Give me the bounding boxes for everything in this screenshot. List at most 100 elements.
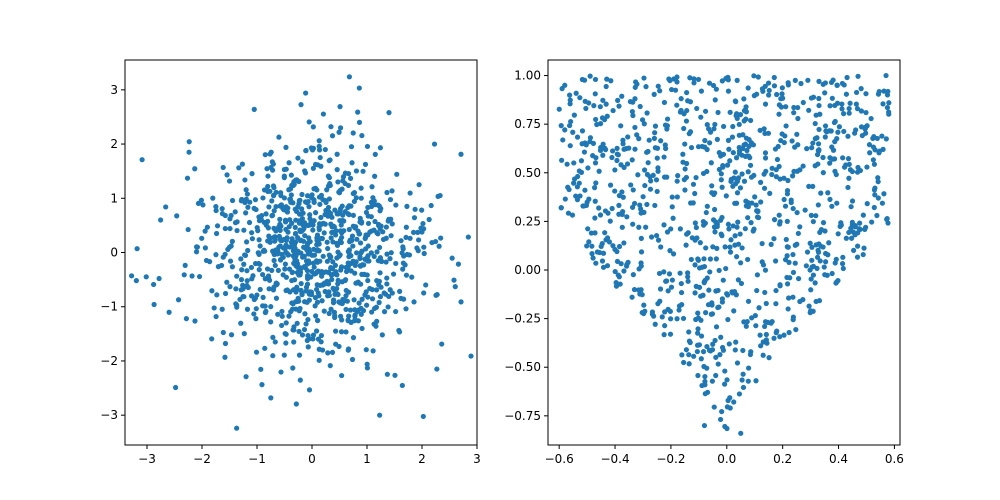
left-scatter-point <box>291 339 297 345</box>
right-scatter-point <box>846 105 852 112</box>
right-scatter-point <box>644 171 651 178</box>
right-scatter-point <box>886 111 892 117</box>
right-scatter-point <box>667 308 673 315</box>
left-scatter-point <box>397 288 403 295</box>
left-scatter-point <box>260 195 266 201</box>
right-scatter-point <box>753 323 759 329</box>
right-scatter-point <box>845 156 852 162</box>
right-scatter-point <box>827 196 833 202</box>
right-scatter-point <box>735 241 742 247</box>
left-scatter-point <box>416 237 422 243</box>
right-scatter-point <box>726 226 732 232</box>
left-scatter-point <box>465 234 471 240</box>
right-scatter-point <box>849 198 856 204</box>
left-scatter-point <box>297 227 303 234</box>
right-y-tick-label: 0.50 <box>514 166 541 180</box>
left-scatter-point <box>273 247 279 253</box>
right-scatter-point <box>619 224 625 230</box>
left-scatter-point <box>262 309 268 316</box>
left-scatter-point <box>412 206 418 212</box>
right-scatter-point <box>775 143 781 150</box>
right-scatter-point <box>855 164 861 171</box>
right-scatter-point <box>821 264 827 270</box>
right-scatter-point <box>621 146 627 152</box>
right-scatter-point <box>674 194 680 200</box>
left-scatter-point <box>272 238 278 244</box>
right-scatter-point <box>835 129 841 135</box>
right-scatter-point <box>680 151 686 157</box>
left-scatter-point <box>374 278 380 284</box>
right-scatter-point <box>578 158 585 164</box>
right-scatter-point <box>884 104 891 111</box>
right-scatter-point <box>692 220 698 226</box>
left-scatter-point <box>249 171 255 177</box>
right-scatter-point <box>691 80 697 86</box>
right-scatter-point <box>761 171 767 177</box>
right-scatter-point <box>698 333 705 339</box>
right-scatter-point <box>562 196 568 202</box>
left-scatter-point <box>306 204 312 210</box>
left-scatter-point <box>315 290 321 296</box>
left-scatter-point <box>311 199 317 205</box>
left-scatter-point <box>196 273 203 280</box>
right-scatter-point <box>715 287 721 294</box>
right-scatter-point <box>618 162 624 168</box>
right-scatter-point <box>607 218 613 224</box>
right-scatter-point <box>808 95 815 101</box>
left-scatter-point <box>286 187 292 193</box>
left-scatter-point <box>339 317 345 323</box>
left-scatter-point <box>185 226 191 233</box>
right-scatter-point <box>870 157 876 163</box>
left-scatter-point <box>320 111 327 117</box>
left-scatter-point <box>310 124 316 130</box>
left-scatter-point <box>282 330 288 337</box>
left-scatter-point <box>271 257 277 264</box>
right-scatter-point <box>695 256 701 262</box>
left-scatter-point <box>260 303 266 309</box>
left-scatter-point <box>182 262 188 268</box>
right-scatter-point <box>868 115 874 122</box>
right-scatter-point <box>642 182 648 189</box>
left-scatter-point <box>229 238 235 244</box>
left-scatter-point <box>372 305 378 312</box>
right-scatter-point <box>744 147 750 154</box>
left-scatter-point <box>219 211 225 217</box>
left-scatter-point <box>362 292 368 298</box>
right-scatter-point <box>684 231 690 237</box>
left-scatter-point <box>309 195 315 201</box>
left-scatter-point <box>458 299 464 305</box>
left-scatter-point <box>273 189 279 195</box>
right-scatter-point <box>762 150 769 156</box>
left-scatter-point <box>286 160 292 166</box>
right-scatter-point <box>712 229 718 235</box>
left-scatter-point <box>400 266 406 272</box>
right-scatter-point <box>707 269 713 275</box>
left-scatter-point <box>241 261 247 267</box>
left-scatter-point <box>306 251 312 257</box>
left-scatter-point <box>202 228 208 234</box>
right-scatter-point <box>751 172 757 179</box>
left-scatter-point <box>314 269 320 275</box>
right-scatter-point <box>669 204 675 210</box>
left-scatter-point <box>431 141 438 147</box>
right-scatter-point <box>690 181 697 187</box>
left-scatter-point <box>419 207 425 213</box>
left-scatter-point <box>335 211 341 217</box>
right-scatter-point <box>869 219 875 225</box>
left-scatter-point <box>303 147 309 154</box>
right-scatter-point <box>814 151 821 158</box>
right-scatter-point <box>687 75 693 81</box>
right-scatter-point <box>695 326 701 332</box>
right-scatter-point <box>820 154 826 161</box>
right-scatter-point <box>714 245 720 251</box>
right-x-tick-label: −0.4 <box>600 452 629 466</box>
right-scatter-point <box>592 198 598 204</box>
left-scatter-point <box>363 232 369 238</box>
right-scatter-point <box>857 220 863 226</box>
left-scatter-point <box>334 242 341 249</box>
right-scatter-point <box>719 214 725 221</box>
right-scatter-point <box>802 207 808 213</box>
left-scatter-point <box>403 224 409 230</box>
left-scatter-point <box>353 168 360 174</box>
right-scatter-point <box>782 203 789 209</box>
